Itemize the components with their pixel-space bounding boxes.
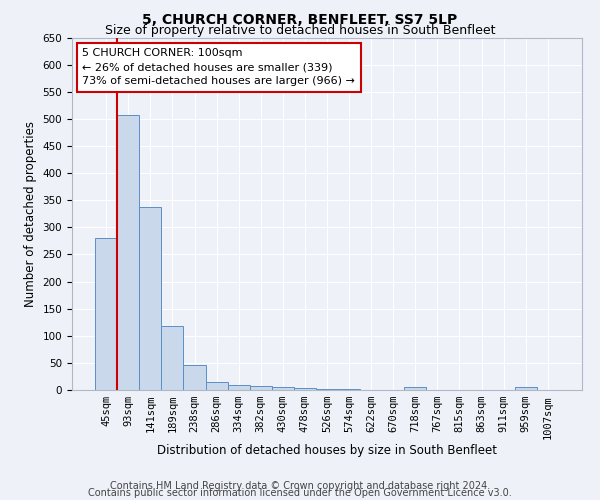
Text: 5, CHURCH CORNER, BENFLEET, SS7 5LP: 5, CHURCH CORNER, BENFLEET, SS7 5LP — [142, 12, 458, 26]
Bar — [515, 388, 537, 390]
Text: Contains public sector information licensed under the Open Government Licence v3: Contains public sector information licen… — [88, 488, 512, 498]
Text: 5 CHURCH CORNER: 100sqm
← 26% of detached houses are smaller (339)
73% of semi-d: 5 CHURCH CORNER: 100sqm ← 26% of detache… — [82, 48, 355, 86]
Bar — [272, 388, 294, 390]
Bar — [117, 115, 139, 390]
Bar — [161, 326, 184, 390]
Bar — [404, 386, 427, 390]
Bar — [250, 386, 272, 390]
Text: Size of property relative to detached houses in South Benfleet: Size of property relative to detached ho… — [105, 24, 495, 37]
Text: Contains HM Land Registry data © Crown copyright and database right 2024.: Contains HM Land Registry data © Crown c… — [110, 481, 490, 491]
Bar — [184, 365, 206, 390]
X-axis label: Distribution of detached houses by size in South Benfleet: Distribution of detached houses by size … — [157, 444, 497, 457]
Bar — [139, 206, 161, 390]
Bar — [206, 382, 227, 390]
Bar — [227, 384, 250, 390]
Bar — [294, 388, 316, 390]
Bar — [95, 238, 117, 390]
Y-axis label: Number of detached properties: Number of detached properties — [24, 120, 37, 306]
